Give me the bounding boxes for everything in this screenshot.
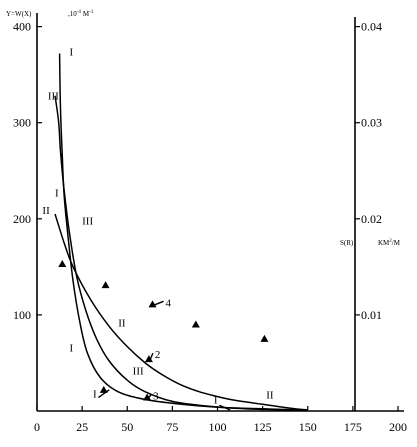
curve-label-I: I: [93, 389, 97, 401]
axis-labels: Y=W(X) ,10-4 M-1 S(R) KM2/M: [6, 10, 401, 247]
y-left-axis-unit: ,10-4 M-1: [68, 10, 94, 18]
x-tick-label: 200: [389, 420, 407, 434]
x-tick-label: 25: [76, 420, 88, 434]
point-label-2: 2: [155, 349, 161, 361]
ticks: 0 25 50 75 100 125 150 175 200 100 200 300 400 0.01 0.…: [13, 20, 407, 434]
curve-label-III: III: [133, 365, 144, 377]
y-right-axis-title: S(R): [340, 239, 354, 247]
curve-label-II: II: [266, 390, 274, 402]
point-2-leader: [149, 352, 154, 361]
x-tick-label: 175: [344, 420, 362, 434]
y-left-axis-title: Y=W(X): [6, 10, 32, 18]
curve-I-leader: [97, 389, 110, 399]
curve-label-III: III: [48, 91, 59, 103]
x-tick-label: 150: [299, 420, 317, 434]
x-tick-label: 125: [254, 420, 272, 434]
y-right-axis-unit: KM2/M: [378, 239, 401, 247]
data-point: [191, 320, 200, 328]
y-right-tick-label: 0.01: [361, 308, 382, 322]
x-tick-label: 75: [166, 420, 178, 434]
curve-label-II: II: [42, 205, 50, 217]
curve-label-I: I: [55, 188, 59, 200]
curve-I-leader: [219, 404, 231, 411]
curve-label-I: I: [69, 342, 73, 354]
curves: [54, 53, 308, 411]
curve-II: [54, 213, 308, 411]
point-label-3: 3: [153, 391, 159, 403]
data-point-1: [99, 385, 108, 393]
point-3-leader: [147, 394, 152, 399]
point-4-leader: [153, 300, 164, 306]
curve-label-II: II: [118, 317, 126, 329]
x-tick-label: 50: [121, 420, 133, 434]
curve-label-III: III: [82, 216, 93, 228]
y-right-tick-label: 0.03: [361, 116, 382, 130]
curve-III: [54, 95, 308, 411]
y-left-tick-label: 400: [13, 20, 31, 34]
y-left-tick-label: 200: [13, 212, 31, 226]
y-right-tick-label: 0.02: [361, 212, 382, 226]
data-point-2: [144, 355, 153, 363]
point-label-4: 4: [166, 297, 172, 309]
markers: [58, 259, 269, 401]
curve-label-I: I: [214, 394, 218, 406]
axes: [36, 13, 404, 412]
data-point: [58, 259, 67, 267]
data-point-4: [148, 300, 157, 308]
y-left-tick-label: 300: [13, 116, 31, 130]
curve-label-I: I: [69, 46, 73, 58]
curve-I: [58, 53, 308, 411]
data-point: [101, 281, 110, 289]
data-point: [260, 334, 269, 342]
x-tick-label: 0: [34, 420, 40, 434]
y-right-tick-label: 0.04: [361, 20, 382, 34]
x-tick-label: 100: [209, 420, 227, 434]
data-point-3: [143, 393, 152, 401]
y-left-tick-label: 100: [13, 308, 31, 322]
